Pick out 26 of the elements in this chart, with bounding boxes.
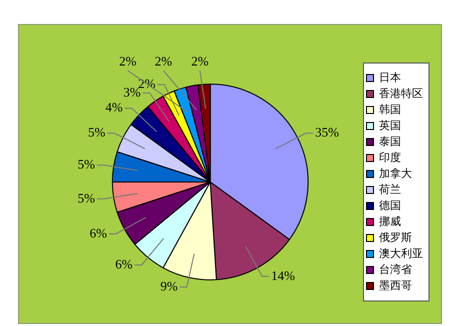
legend-label: 俄罗斯 xyxy=(379,230,412,244)
data-label: 6% xyxy=(90,225,108,240)
legend-label: 澳大利亚 xyxy=(379,246,423,260)
legend-label: 加拿大 xyxy=(379,166,412,180)
data-label: 2% xyxy=(119,54,137,69)
legend-label: 日本 xyxy=(379,70,401,84)
legend-label: 韩国 xyxy=(379,102,401,116)
data-label: 4% xyxy=(105,100,123,115)
legend-label: 挪威 xyxy=(379,214,401,228)
data-label: 2% xyxy=(191,54,209,69)
data-label: 5% xyxy=(78,190,96,206)
data-label: 5% xyxy=(78,156,96,172)
legend-label: 印度 xyxy=(379,150,401,164)
data-label: 35% xyxy=(315,124,340,140)
data-label: 9% xyxy=(160,278,178,294)
legend-label: 香港特区 xyxy=(379,86,423,100)
legend-label: 台湾省 xyxy=(379,262,412,276)
legend-label: 墨西哥 xyxy=(379,280,412,292)
legend-label: 英国 xyxy=(379,118,401,132)
data-label: 14% xyxy=(271,268,296,283)
data-label: 5% xyxy=(88,124,106,140)
legend-label: 德国 xyxy=(379,200,401,212)
legend-label: 泰国 xyxy=(379,136,401,148)
data-label: 6% xyxy=(115,256,133,272)
legend-label: 荷兰 xyxy=(379,182,401,196)
data-label: 2% xyxy=(154,54,172,69)
